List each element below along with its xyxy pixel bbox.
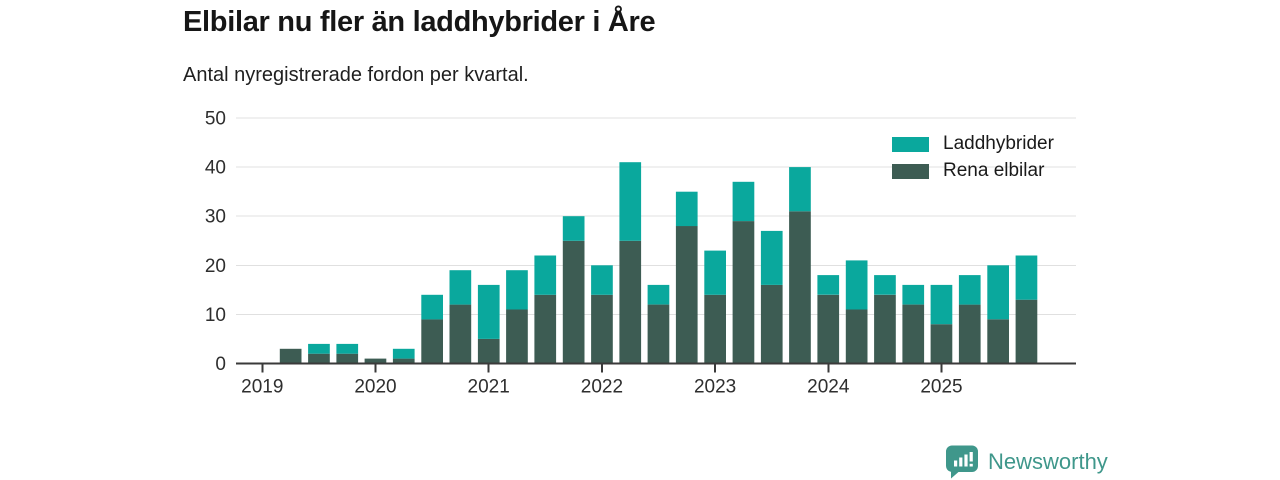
bar-segment-rena-elbilar	[647, 304, 670, 364]
y-axis-tick-label: 40	[205, 158, 226, 179]
y-axis-tick-label: 50	[205, 109, 226, 130]
legend-item-rena-elbilar: Rena elbilar	[892, 160, 1054, 182]
chart-title: Elbilar nu fler än laddhybrider i Åre	[183, 6, 656, 38]
chart-legend: Laddhybrider Rena elbilar	[892, 133, 1054, 187]
bar-segment-rena-elbilar	[930, 324, 953, 364]
bar-segment-laddhybrider	[675, 191, 698, 227]
legend-item-laddhybrider: Laddhybrider	[892, 133, 1054, 155]
chart-subtitle: Antal nyregistrerade fordon per kvartal.	[183, 64, 529, 86]
bar-segment-laddhybrider	[760, 230, 783, 285]
y-axis-tick-label: 0	[215, 354, 226, 375]
bar-segment-laddhybrider	[902, 284, 925, 305]
newsworthy-brand-name: Newsworthy	[988, 448, 1108, 474]
bar-segment-rena-elbilar	[562, 240, 585, 364]
bar-segment-rena-elbilar	[364, 358, 387, 364]
bar-segment-laddhybrider	[958, 275, 981, 305]
laddhybrider-swatch-icon	[892, 136, 929, 152]
bar-segment-rena-elbilar	[477, 338, 500, 364]
legend-label-laddhybrider: Laddhybrider	[943, 133, 1054, 154]
x-axis-tick-label: 2019	[241, 377, 283, 398]
x-axis-tick-label: 2021	[468, 377, 510, 398]
x-axis-tick-label: 2022	[581, 377, 623, 398]
bar-segment-rena-elbilar	[392, 358, 415, 364]
x-axis-tick-label: 2025	[920, 377, 962, 398]
bar-segment-rena-elbilar	[675, 226, 698, 364]
bar-segment-laddhybrider	[874, 275, 896, 295]
bar-segment-laddhybrider	[506, 270, 528, 310]
bar-segment-rena-elbilar	[732, 221, 755, 364]
newsworthy-brand-link[interactable]: Newsworthy	[944, 444, 1108, 479]
bar-segment-laddhybrider	[308, 343, 330, 354]
bar-chart-speech-bubble-icon	[946, 445, 978, 479]
bar-segment-rena-elbilar	[534, 294, 557, 364]
bar-segment-rena-elbilar	[1015, 299, 1038, 364]
bar-segment-rena-elbilar	[308, 353, 330, 364]
bar-segment-laddhybrider	[987, 265, 1009, 320]
x-axis-tick-label: 2020	[354, 377, 396, 398]
x-axis-tick-label: 2024	[807, 377, 850, 398]
x-axis-tick-label: 2023	[694, 377, 736, 398]
bar-segment-laddhybrider	[845, 260, 868, 310]
y-axis-tick-label: 10	[205, 305, 226, 326]
bar-segment-rena-elbilar	[845, 309, 868, 364]
bar-segment-rena-elbilar	[704, 294, 726, 364]
bar-segment-rena-elbilar	[958, 304, 981, 364]
bar-segment-laddhybrider	[619, 162, 642, 241]
bar-segment-rena-elbilar	[817, 294, 840, 364]
legend-label-rena-elbilar: Rena elbilar	[943, 160, 1045, 181]
bar-segment-rena-elbilar	[506, 309, 528, 364]
y-axis-tick-label: 20	[205, 256, 226, 277]
bar-segment-rena-elbilar	[421, 319, 443, 364]
bar-segment-laddhybrider	[336, 343, 359, 354]
bar-segment-rena-elbilar	[760, 284, 783, 364]
bar-segment-laddhybrider	[477, 284, 500, 339]
bar-segment-rena-elbilar	[279, 348, 302, 364]
bar-segment-laddhybrider	[732, 181, 755, 222]
bar-segment-rena-elbilar	[591, 294, 613, 364]
y-axis-tick-label: 30	[205, 207, 226, 228]
bar-segment-laddhybrider	[647, 284, 670, 305]
bar-segment-laddhybrider	[449, 270, 472, 305]
bar-segment-rena-elbilar	[874, 294, 896, 364]
bar-segment-rena-elbilar	[449, 304, 472, 364]
rena-elbilar-swatch-icon	[892, 163, 929, 179]
bar-segment-laddhybrider	[534, 255, 557, 295]
bar-segment-laddhybrider	[421, 294, 443, 320]
bar-segment-rena-elbilar	[619, 240, 642, 364]
bar-segment-laddhybrider	[817, 275, 840, 295]
bar-segment-laddhybrider	[1015, 255, 1038, 300]
bar-segment-rena-elbilar	[336, 353, 359, 364]
bar-segment-laddhybrider	[562, 216, 585, 241]
bar-segment-laddhybrider	[591, 265, 613, 295]
bar-segment-laddhybrider	[789, 167, 811, 212]
bar-segment-rena-elbilar	[789, 211, 811, 364]
bar-segment-rena-elbilar	[987, 319, 1009, 364]
bar-segment-laddhybrider	[704, 250, 726, 295]
bar-segment-rena-elbilar	[902, 304, 925, 364]
bar-segment-laddhybrider	[930, 284, 953, 325]
bar-segment-laddhybrider	[392, 348, 415, 359]
